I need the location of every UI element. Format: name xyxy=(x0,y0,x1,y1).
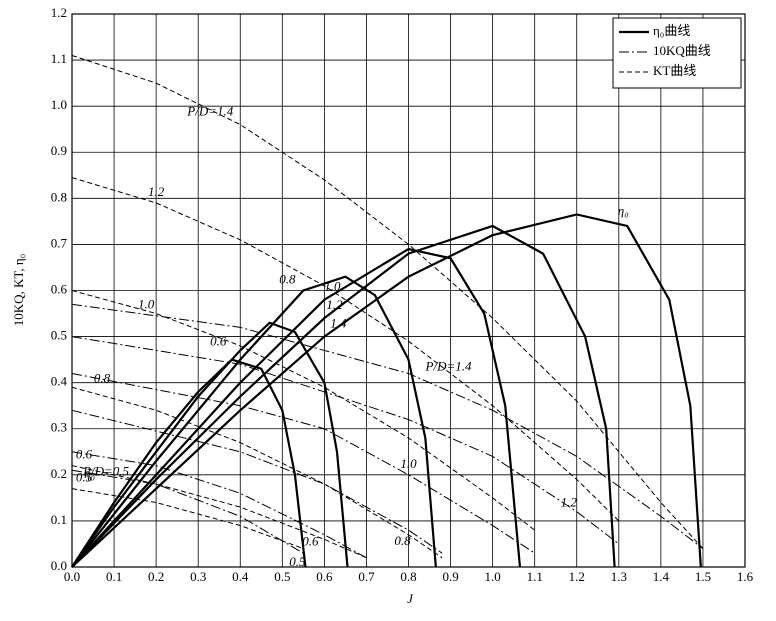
legend-label: KT曲线 xyxy=(653,63,696,78)
series-line xyxy=(71,465,367,559)
y-tick-label: 0.3 xyxy=(51,420,67,435)
y-tick-label: 0.0 xyxy=(51,558,67,573)
y-tick-label: 1.2 xyxy=(51,5,67,20)
x-tick-label: 0.5 xyxy=(274,569,290,584)
x-tick-label: 1.1 xyxy=(527,569,543,584)
curve-label: P/D=0.5 xyxy=(82,463,129,478)
x-tick-label: 0.4 xyxy=(232,569,249,584)
y-tick-label: 0.6 xyxy=(51,281,68,296)
x-tick-label: 0.0 xyxy=(64,569,80,584)
series-line xyxy=(71,488,304,550)
x-tick-label: 0.6 xyxy=(316,569,333,584)
series-line xyxy=(71,247,522,568)
x-tick-label: 1.2 xyxy=(569,569,585,584)
x-tick-label: 1.5 xyxy=(695,569,711,584)
legend-label: η₀曲线 xyxy=(653,23,690,38)
series-line xyxy=(71,336,620,545)
y-tick-label: 0.4 xyxy=(51,374,68,389)
curve-label: 0.6 xyxy=(210,333,227,348)
curve-label: 0.5 xyxy=(289,554,306,569)
curve-label: 0.8 xyxy=(394,533,411,548)
y-tick-label: 0.1 xyxy=(51,512,67,527)
curve-label: 0.6 xyxy=(302,534,319,549)
annotation: η₀ xyxy=(84,466,95,481)
series-line xyxy=(71,275,437,568)
x-tick-label: 0.7 xyxy=(358,569,375,584)
y-tick-label: 0.9 xyxy=(51,143,67,158)
legend-label: 10KQ曲线 xyxy=(653,43,711,58)
y-tick-label: 0.2 xyxy=(51,466,67,481)
curve-label: 1.0 xyxy=(138,297,155,312)
y-tick-label: 1.1 xyxy=(51,51,67,66)
x-tick-label: 0.2 xyxy=(148,569,164,584)
series-line xyxy=(71,386,443,559)
curve-label: 1.2 xyxy=(561,495,578,510)
x-tick-label: 0.1 xyxy=(106,569,122,584)
annotation: η₀ xyxy=(618,203,629,218)
curve-label: 1.0 xyxy=(324,279,341,294)
x-tick-label: 0.8 xyxy=(400,569,416,584)
x-tick-label: 1.6 xyxy=(737,569,754,584)
series-line xyxy=(71,303,704,549)
x-tick-label: 1.3 xyxy=(611,569,627,584)
series-line xyxy=(71,213,702,568)
curve-label: 1.2 xyxy=(148,184,165,199)
y-tick-label: 0.5 xyxy=(51,328,67,343)
curve-label: P/D=1.4 xyxy=(186,104,233,119)
series-line xyxy=(71,451,367,559)
series-line xyxy=(71,177,620,522)
curve-label: P/D=1.4 xyxy=(425,358,472,373)
x-axis-title: J xyxy=(407,591,414,606)
curve-label: 1.4 xyxy=(330,316,347,331)
x-tick-label: 0.9 xyxy=(442,569,458,584)
series-line xyxy=(71,372,535,554)
x-tick-label: 1.4 xyxy=(653,569,670,584)
x-tick-label: 0.3 xyxy=(190,569,206,584)
y-tick-label: 0.7 xyxy=(51,235,68,250)
x-tick-label: 1.0 xyxy=(485,569,501,584)
series-line xyxy=(71,54,704,549)
curve-label: 1.0 xyxy=(400,456,417,471)
y-tick-label: 1.0 xyxy=(51,97,67,112)
curve-label: 0.5 xyxy=(76,470,93,485)
y-axis-title: 10KQ, KT, η₀ xyxy=(11,254,26,326)
series-line xyxy=(71,469,304,554)
y-tick-label: 0.8 xyxy=(51,189,67,204)
curve-label: 1.2 xyxy=(326,297,343,312)
legend-box xyxy=(612,17,742,89)
curve-label: 0.6 xyxy=(76,447,93,462)
curve-label: 0.8 xyxy=(279,271,296,286)
series-line xyxy=(71,290,535,531)
curve-label: 0.8 xyxy=(94,370,111,385)
series-line xyxy=(71,409,443,554)
series-line xyxy=(71,224,616,568)
